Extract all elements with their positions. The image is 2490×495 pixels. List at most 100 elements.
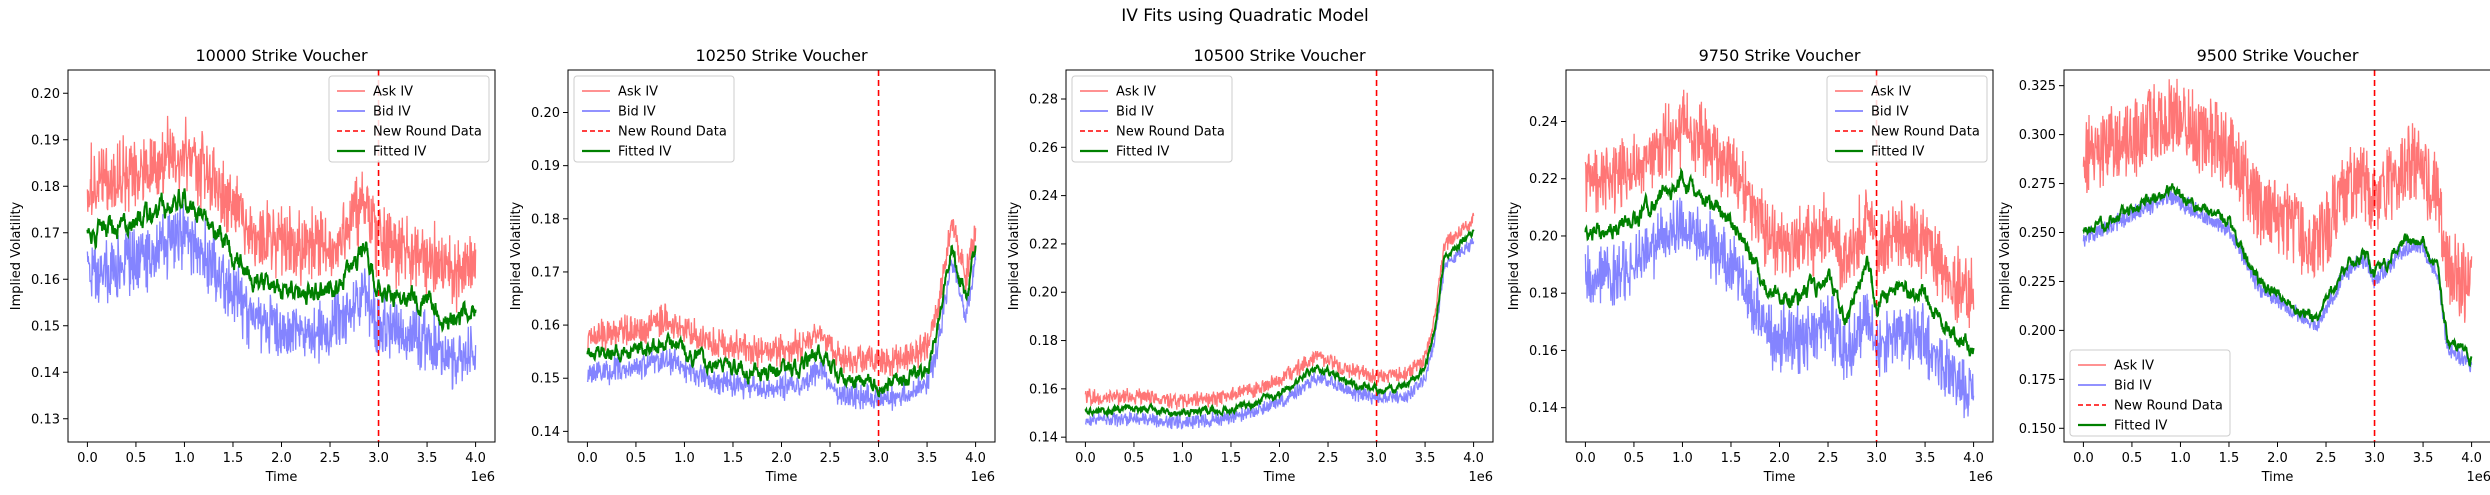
- x-tick-label: 3.5: [1415, 451, 1436, 466]
- y-tick-label: 0.300: [2019, 128, 2056, 143]
- subplot-title: 10500 Strike Voucher: [1193, 46, 1365, 65]
- subplot-title: 10250 Strike Voucher: [695, 46, 867, 65]
- x-axis-label: Time: [265, 470, 298, 485]
- subplot-4: 0.0 0.5 1.0 1.5 2.0 2.5 3.0 3.5 4.0 0.14 0.16 0.18 0…: [1507, 46, 1994, 485]
- figure-suptitle: IV Fits using Quadratic Model: [1121, 6, 1369, 26]
- legend: Ask IV Bid IV New Round Data Fitted IV: [573, 75, 735, 163]
- legend: Ask IV Bid IV New Round Data Fitted IV: [1071, 75, 1233, 163]
- x-tick-label: 1.0: [2170, 451, 2191, 466]
- y-tick-label: 0.17: [531, 265, 560, 280]
- plot-area: [586, 70, 977, 442]
- x-tick-label: 2.5: [320, 451, 341, 466]
- legend-label-fitted-iv: Fitted IV: [373, 145, 427, 160]
- x-tick-label: 2.5: [1818, 451, 1839, 466]
- x-tick-label: 2.0: [2267, 451, 2288, 466]
- legend-label-bid-iv: Bid IV: [2114, 379, 2152, 394]
- x-axis-label: Time: [2261, 470, 2294, 485]
- x-tick-label: 3.0: [2364, 451, 2385, 466]
- series-ask-iv: [586, 218, 977, 377]
- y-tick-label: 0.18: [1029, 334, 1058, 349]
- x-tick-label: 1.5: [1221, 451, 1242, 466]
- legend: Ask IV Bid IV New Round Data Fitted IV: [2069, 349, 2231, 437]
- subplot-title: 9750 Strike Voucher: [1699, 46, 1861, 65]
- series-ask-iv: [2082, 78, 2473, 323]
- y-tick-label: 0.18: [531, 212, 560, 227]
- legend-box: [573, 75, 735, 163]
- x-tick-label: 1.0: [674, 451, 695, 466]
- x-tick-label: 0.5: [1124, 451, 1145, 466]
- y-axis-label: Implied Volatility: [509, 201, 524, 310]
- y-tick-label: 0.19: [531, 159, 560, 174]
- x-offset-label: 1e6: [1468, 470, 1493, 485]
- x-tick-label: 2.0: [771, 451, 792, 466]
- legend-label-ask-iv: Ask IV: [1116, 85, 1156, 100]
- legend-box: [328, 75, 490, 163]
- x-offset-label: 1e6: [970, 470, 995, 485]
- x-tick-label: 1.0: [174, 451, 195, 466]
- y-tick-label: 0.15: [531, 372, 560, 387]
- y-tick-label: 0.19: [31, 133, 60, 148]
- y-tick-label: 0.22: [1029, 237, 1058, 252]
- x-tick-label: 4.0: [1963, 451, 1984, 466]
- y-tick-label: 0.20: [1029, 286, 1058, 301]
- x-tick-label: 1.5: [1721, 451, 1742, 466]
- y-tick-label: 0.16: [31, 273, 60, 288]
- y-tick-label: 0.26: [1029, 141, 1058, 156]
- y-tick-label: 0.150: [2019, 422, 2056, 437]
- x-tick-label: 0.0: [77, 451, 98, 466]
- legend-label-bid-iv: Bid IV: [618, 105, 656, 120]
- subplot-title: 10000 Strike Voucher: [195, 46, 367, 65]
- x-tick-label: 3.0: [1366, 451, 1387, 466]
- legend-label-fitted-iv: Fitted IV: [1116, 145, 1170, 160]
- x-tick-label: 3.5: [917, 451, 938, 466]
- x-tick-label: 4.0: [465, 451, 486, 466]
- series-bid-iv: [586, 253, 977, 411]
- y-tick-label: 0.18: [31, 180, 60, 195]
- legend-label-ask-iv: Ask IV: [2114, 359, 2154, 374]
- series-bid-iv: [86, 203, 477, 390]
- x-tick-label: 3.0: [868, 451, 889, 466]
- series-fitted-iv: [1584, 167, 1975, 357]
- legend-label-bid-iv: Bid IV: [1116, 105, 1154, 120]
- legend-label-bid-iv: Bid IV: [373, 105, 411, 120]
- x-offset-label: 1e6: [470, 470, 495, 485]
- series-ask-iv: [1584, 89, 1975, 329]
- x-tick-label: 3.5: [1915, 451, 1936, 466]
- y-tick-label: 0.20: [31, 87, 60, 102]
- x-axis-label: Time: [1263, 470, 1296, 485]
- legend-label-ask-iv: Ask IV: [1871, 85, 1911, 100]
- x-axis-label: Time: [765, 470, 798, 485]
- x-tick-label: 3.5: [2413, 451, 2434, 466]
- y-tick-label: 0.20: [1529, 229, 1558, 244]
- subplot-1: 0.0 0.5 1.0 1.5 2.0 2.5 3.0 3.5 4.0 0.13 0.14 0.15 0…: [9, 46, 496, 485]
- x-tick-label: 3.5: [417, 451, 438, 466]
- series-bid-iv: [1084, 238, 1475, 430]
- y-axis-label: Implied Volatility: [1507, 201, 1522, 310]
- legend: Ask IV Bid IV New Round Data Fitted IV: [328, 75, 490, 163]
- legend-box: [1826, 75, 1988, 163]
- legend-label-new-round-data: New Round Data: [373, 125, 482, 140]
- x-tick-label: 3.0: [368, 451, 389, 466]
- x-tick-label: 1.0: [1172, 451, 1193, 466]
- y-axis-label: Implied Volatility: [1007, 201, 1022, 310]
- x-tick-label: 2.0: [271, 451, 292, 466]
- y-tick-label: 0.15: [31, 319, 60, 334]
- subplot-5: 0.0 0.5 1.0 1.5 2.0 2.5 3.0 3.5 4.0 0.150 0.175 0.2…: [1998, 46, 2490, 485]
- y-tick-label: 0.24: [1529, 115, 1558, 130]
- x-tick-label: 4.0: [965, 451, 986, 466]
- x-tick-label: 1.5: [223, 451, 244, 466]
- y-tick-label: 0.14: [1529, 401, 1558, 416]
- y-tick-label: 0.17: [31, 226, 60, 241]
- subplot-2: 0.0 0.5 1.0 1.5 2.0 2.5 3.0 3.5 4.0 0.14 0.15 0.16 0…: [509, 46, 996, 485]
- legend-label-fitted-iv: Fitted IV: [2114, 419, 2168, 434]
- x-tick-label: 0.0: [577, 451, 598, 466]
- plot-area: [86, 70, 477, 442]
- legend-box: [1071, 75, 1233, 163]
- y-tick-label: 0.16: [1529, 344, 1558, 359]
- x-tick-label: 1.5: [723, 451, 744, 466]
- x-tick-label: 0.0: [2073, 451, 2094, 466]
- x-tick-label: 3.0: [1866, 451, 1887, 466]
- x-tick-label: 4.0: [1463, 451, 1484, 466]
- x-tick-label: 0.0: [1075, 451, 1096, 466]
